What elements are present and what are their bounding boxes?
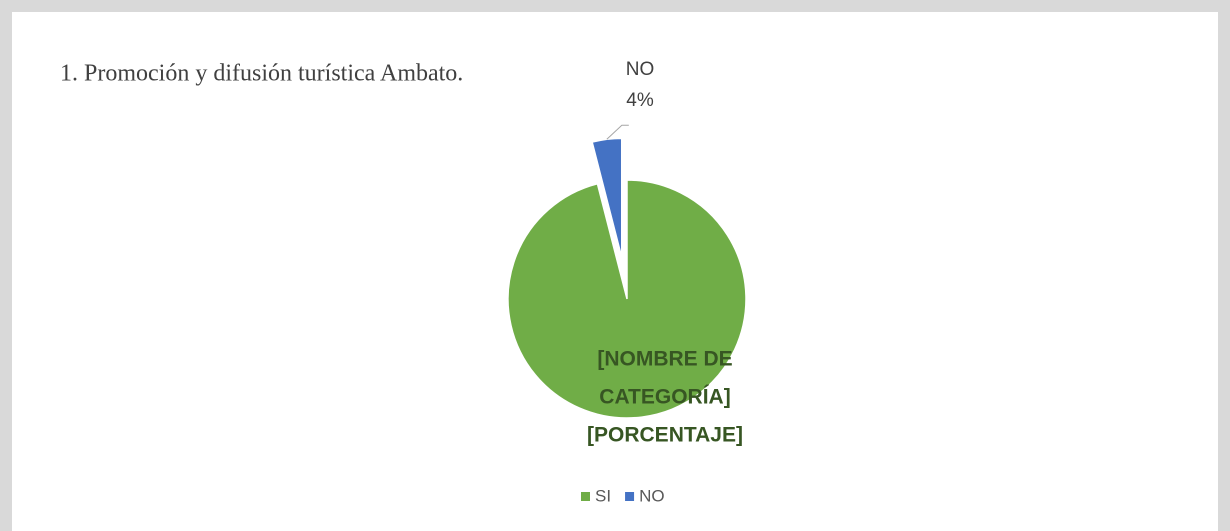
pie-slice — [507, 179, 747, 419]
legend-swatch — [581, 492, 590, 501]
legend-swatch — [625, 492, 635, 501]
chart-title: 1. Promoción y difusión turística Ambato… — [60, 61, 463, 87]
data-label: CATEGORÍA] — [599, 386, 730, 409]
data-label: 4% — [626, 90, 654, 111]
leader-line — [606, 124, 629, 140]
legend-label: SI — [595, 486, 611, 505]
data-label: [NOMBRE DE — [597, 348, 732, 371]
legend-label: NO — [639, 486, 665, 505]
data-label: [PORCENTAJE] — [587, 424, 743, 447]
data-label-category: NO — [626, 59, 655, 80]
